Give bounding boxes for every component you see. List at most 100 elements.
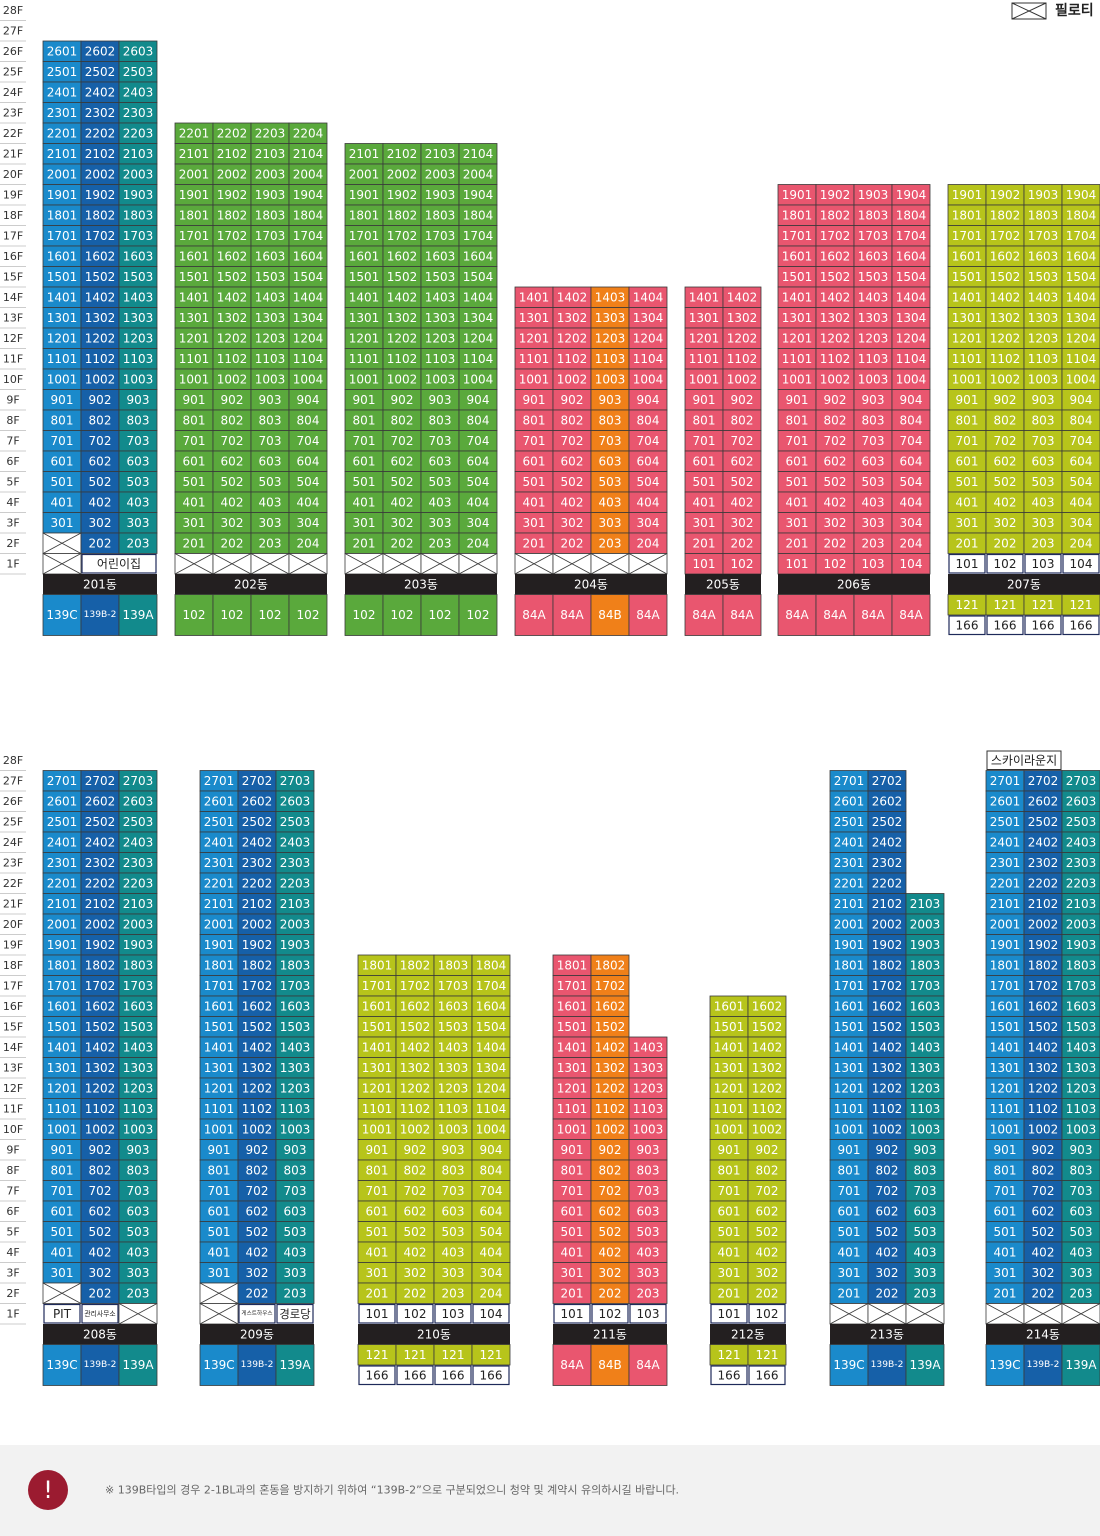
unit-number: 1302 xyxy=(1028,1061,1059,1075)
unit-number: 504 xyxy=(637,475,660,489)
unit-number: 1403 xyxy=(438,1040,469,1054)
unit-number: 1301 xyxy=(714,1061,745,1075)
sub-type: 166 xyxy=(1070,618,1093,632)
unit-number: 404 xyxy=(637,495,660,509)
unit-number: 503 xyxy=(1070,1225,1093,1239)
unit-number: 203 xyxy=(127,1286,150,1300)
unit-number: 1804 xyxy=(896,208,927,222)
ground-label: 101 xyxy=(366,1307,389,1321)
unit-number: 2501 xyxy=(47,65,78,79)
unit-number: 804 xyxy=(900,413,923,427)
unit-number: 302 xyxy=(599,1266,622,1280)
unit-number: 1004 xyxy=(293,372,324,386)
unit-number: 1704 xyxy=(1066,229,1097,243)
unit-number: 1103 xyxy=(280,1102,311,1116)
unit-number: 703 xyxy=(429,434,452,448)
floor-label: 18F xyxy=(3,959,23,972)
ground-label: 101 xyxy=(956,557,979,571)
unit-number: 802 xyxy=(89,413,112,427)
unit-number: 1803 xyxy=(438,958,469,972)
unit-number: 801 xyxy=(786,413,809,427)
unit-number: 703 xyxy=(127,434,150,448)
unit-number: 1102 xyxy=(1028,1102,1059,1116)
unit-type: 139A xyxy=(909,1358,941,1372)
unit-number: 701 xyxy=(208,1184,231,1198)
unit-number: 1501 xyxy=(47,270,78,284)
unit-number: 302 xyxy=(89,516,112,530)
unit-number: 804 xyxy=(297,413,320,427)
unit-type: 139B-2 xyxy=(241,1360,274,1370)
unit-number: 2702 xyxy=(872,774,903,788)
unit-number: 1902 xyxy=(85,188,116,202)
unit-number: 301 xyxy=(838,1266,861,1280)
unit-number: 503 xyxy=(1032,475,1055,489)
unit-number: 902 xyxy=(1032,1143,1055,1157)
unit-type: 139B-2 xyxy=(84,610,117,620)
unit-number: 602 xyxy=(824,454,847,468)
unit-number: 702 xyxy=(221,434,244,448)
building-name-bar xyxy=(43,574,157,595)
unit-type: 102 xyxy=(183,608,206,622)
ground-label: 102 xyxy=(404,1307,427,1321)
building-name: 207동 xyxy=(1007,577,1041,591)
unit-number: 802 xyxy=(876,1163,899,1177)
unit-number: 802 xyxy=(404,1163,427,1177)
unit-number: 402 xyxy=(246,1245,269,1259)
unit-number: 1003 xyxy=(595,372,626,386)
unit-number: 2003 xyxy=(910,917,941,931)
unit-number: 1202 xyxy=(557,331,588,345)
type-cell xyxy=(628,594,668,636)
unit-number: 501 xyxy=(838,1225,861,1239)
ground-label: 101 xyxy=(718,1307,741,1321)
unit-number: 501 xyxy=(523,475,546,489)
unit-number: 902 xyxy=(89,1143,112,1157)
unit-number: 401 xyxy=(786,495,809,509)
building-name: 211동 xyxy=(593,1327,627,1341)
unit-number: 1903 xyxy=(425,188,456,202)
unit-number: 604 xyxy=(1070,454,1093,468)
unit-type: 121 xyxy=(366,1348,389,1362)
unit-number: 201 xyxy=(838,1286,861,1300)
unit-type: 139A xyxy=(1065,1358,1097,1372)
unit-number: 602 xyxy=(561,454,584,468)
unit-number: 902 xyxy=(404,1143,427,1157)
unit-number: 2702 xyxy=(1028,774,1059,788)
unit-number: 303 xyxy=(637,1266,660,1280)
unit-number: 1701 xyxy=(782,229,813,243)
unit-number: 1403 xyxy=(595,290,626,304)
unit-number: 1604 xyxy=(1066,249,1097,263)
unit-type: 102 xyxy=(353,608,376,622)
unit-number: 404 xyxy=(1070,495,1093,509)
unit-number: 502 xyxy=(599,1225,622,1239)
unit-type: 121 xyxy=(480,1348,503,1362)
unit-number: 1303 xyxy=(425,311,456,325)
unit-number: 1304 xyxy=(476,1061,507,1075)
unit-number: 1002 xyxy=(400,1122,431,1136)
unit-number: 1803 xyxy=(255,208,286,222)
unit-number: 1103 xyxy=(595,352,626,366)
unit-number: 1004 xyxy=(463,372,494,386)
unit-number: 203 xyxy=(259,536,282,550)
piloti-cross xyxy=(288,553,328,575)
floor-label: 9F xyxy=(6,393,19,406)
unit-number: 202 xyxy=(89,536,112,550)
unit-number: 1802 xyxy=(85,958,116,972)
unit-number: 1302 xyxy=(990,311,1021,325)
unit-number: 2703 xyxy=(1066,774,1097,788)
unit-number: 1702 xyxy=(595,979,626,993)
unit-number: 402 xyxy=(1032,1245,1055,1259)
unit-number: 502 xyxy=(89,475,112,489)
type-cell xyxy=(722,594,762,636)
unit-type: 84A xyxy=(636,608,660,622)
unit-number: 1404 xyxy=(633,290,664,304)
unit-number: 703 xyxy=(284,1184,307,1198)
unit-number: 1703 xyxy=(858,229,889,243)
unit-number: 2602 xyxy=(872,794,903,808)
unit-number: 1702 xyxy=(85,229,116,243)
unit-number: 1403 xyxy=(280,1040,311,1054)
unit-number: 304 xyxy=(900,516,923,530)
unit-number: 1601 xyxy=(834,999,865,1013)
unit-number: 503 xyxy=(914,1225,937,1239)
unit-number: 1304 xyxy=(896,311,927,325)
unit-number: 1903 xyxy=(255,188,286,202)
